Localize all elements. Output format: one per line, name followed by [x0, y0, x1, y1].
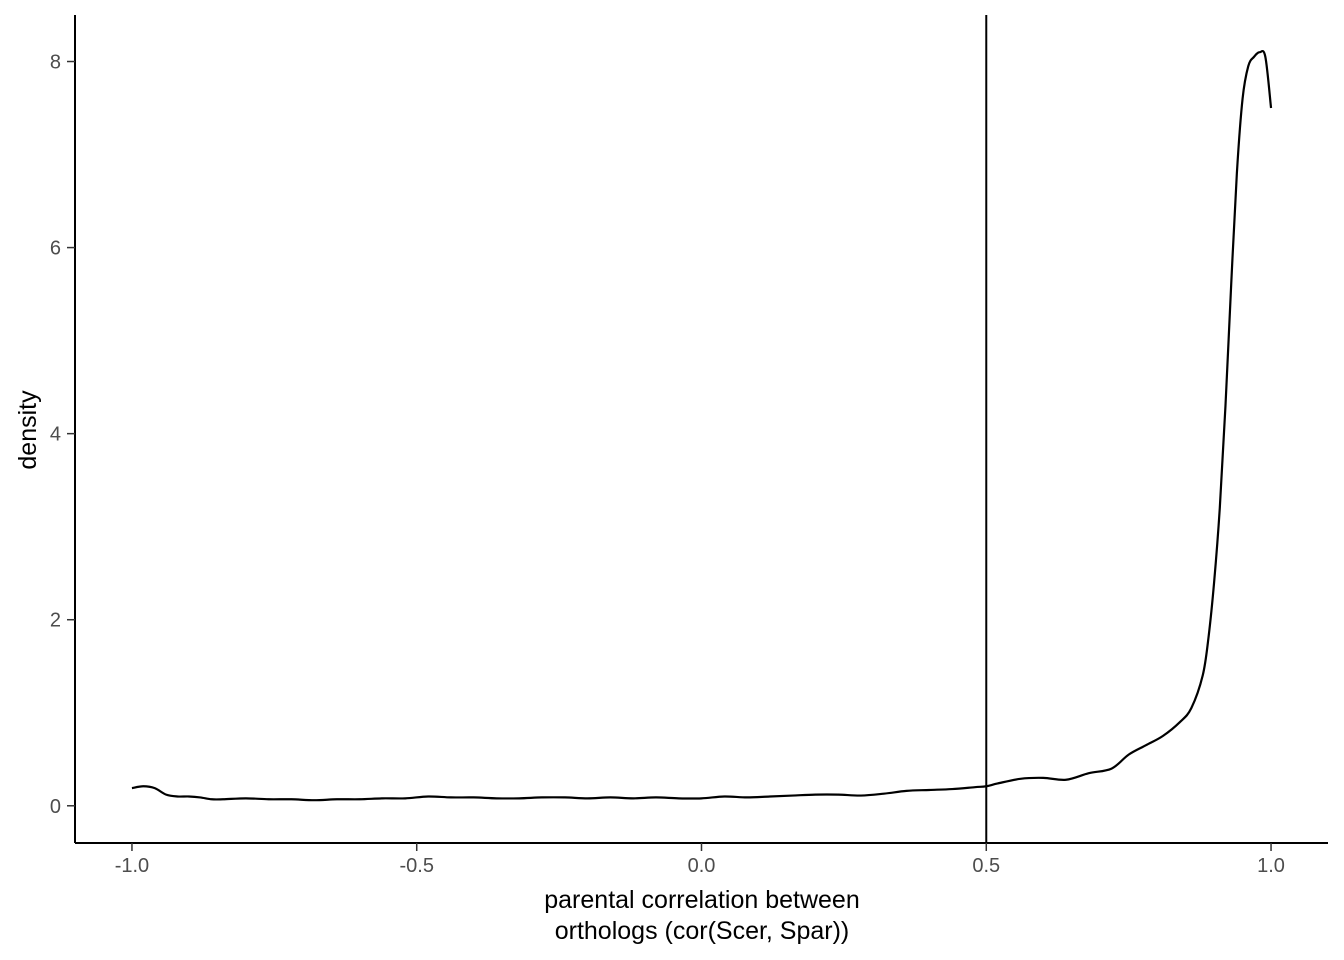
x-axis-title-line-2: orthologs (cor(Scer, Spar)) [555, 917, 850, 945]
x-tick-label: -0.5 [399, 855, 433, 877]
y-tick-label: 0 [50, 796, 61, 818]
x-tick-label: 0.0 [688, 855, 716, 877]
y-tick-label: 4 [50, 424, 61, 446]
x-tick-label: -1.0 [115, 855, 149, 877]
x-tick-label: 0.5 [972, 855, 1000, 877]
x-tick-label: 1.0 [1257, 855, 1285, 877]
x-axis-title-line-1: parental correlation between [544, 886, 859, 914]
y-axis-ticks: 0 2 4 6 8 [50, 52, 75, 818]
y-tick-label: 2 [50, 610, 61, 632]
y-tick-label: 8 [50, 52, 61, 74]
density-curve [131, 49, 1273, 802]
plot-area [74, 15, 1328, 844]
y-tick-label: 6 [50, 238, 61, 260]
y-axis-title: density [14, 390, 42, 470]
x-axis-ticks: -1.0 -0.5 0.0 0.5 1.0 [115, 843, 1285, 877]
